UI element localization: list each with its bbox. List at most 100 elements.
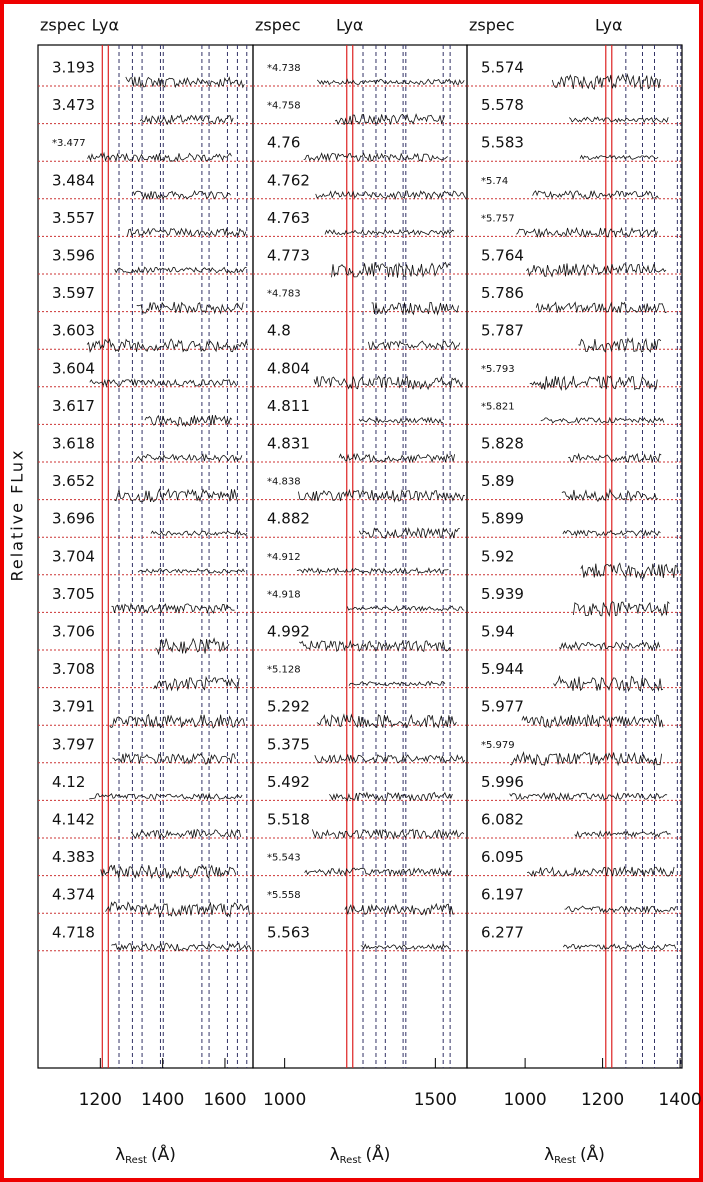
spectrum [150, 529, 248, 537]
x-tick-label: 1600 [203, 1090, 246, 1110]
spectrum [125, 76, 245, 89]
redshift-label: 3.708 [52, 660, 95, 678]
spectrum [153, 675, 240, 692]
redshift-label: 5.492 [267, 773, 310, 791]
spectrum [509, 792, 668, 801]
redshift-label: 5.977 [481, 698, 524, 716]
spectrum [558, 641, 661, 652]
redshift-label: 4.8 [267, 322, 291, 340]
redshift-label: 5.787 [481, 322, 524, 340]
spectrum [88, 792, 243, 801]
redshift-label: 3.557 [52, 209, 95, 227]
x-label-symbol: λ [330, 1145, 340, 1165]
x-label-unit: (Å) [151, 1143, 176, 1165]
x-tick-label: 1000 [263, 1090, 306, 1110]
redshift-label: 4.811 [267, 397, 310, 415]
redshift-label: 3.704 [52, 547, 95, 565]
redshift-label: 3.706 [52, 623, 95, 641]
spectrum [135, 453, 243, 463]
spectrum [316, 78, 465, 86]
spectrum [144, 414, 233, 428]
redshift-label: *5.821 [481, 401, 515, 412]
redshift-label: 5.518 [267, 811, 310, 829]
redshift-label: 5.578 [481, 96, 524, 114]
x-label-symbol: λ [544, 1145, 554, 1165]
spectrum [105, 901, 250, 919]
spectrum [573, 600, 670, 618]
spectrum [540, 416, 665, 424]
redshift-label: 3.617 [52, 397, 95, 415]
redshift-label: *5.979 [481, 740, 515, 751]
x-tick-label: 1200 [581, 1090, 624, 1110]
redshift-label: 3.791 [52, 698, 95, 716]
spectrum [155, 637, 230, 656]
spectrum [298, 488, 466, 503]
redshift-label: 5.574 [481, 59, 524, 77]
spectrum [329, 791, 453, 802]
redshift-label: *4.738 [267, 63, 301, 74]
spectrum [368, 340, 461, 351]
panel-header: zspec [255, 16, 301, 35]
redshift-label: 5.92 [481, 547, 514, 565]
spectrum [132, 189, 231, 201]
redshift-label: 6.095 [481, 848, 524, 866]
x-label-symbol: λ [115, 1145, 125, 1165]
x-label-sub: Rest [125, 1155, 147, 1166]
spectrum [89, 378, 238, 388]
spectrum [578, 337, 662, 353]
panel-frame [466, 44, 683, 1069]
spectrum [331, 261, 451, 278]
spectrum [521, 713, 664, 728]
redshift-label: 3.596 [52, 247, 95, 265]
redshift-label: *4.912 [267, 552, 301, 563]
redshift-label: 3.705 [52, 585, 95, 603]
x-axis-label: λRest (Å) [544, 1143, 605, 1166]
x-axis-label: λRest (Å) [330, 1143, 391, 1166]
redshift-label: 3.597 [52, 284, 95, 302]
spectrum [358, 527, 460, 539]
redshift-label: 3.193 [52, 59, 95, 77]
spectrum [562, 529, 661, 537]
redshift-label: *5.558 [267, 890, 301, 901]
spectrum [371, 301, 459, 316]
redshift-label: *4.838 [267, 477, 301, 488]
x-axis-label: λRest (Å) [115, 1143, 176, 1166]
redshift-label: 6.197 [481, 886, 524, 904]
redshift-label: 3.696 [52, 510, 95, 528]
spectrum [314, 753, 466, 764]
redshift-label: 4.882 [267, 510, 310, 528]
spectrum [114, 488, 238, 503]
spectrum [296, 567, 449, 575]
redshift-label: 4.142 [52, 811, 95, 829]
redshift-label: 4.12 [52, 773, 85, 791]
spectrum [299, 639, 452, 653]
redshift-label: 3.473 [52, 96, 95, 114]
redshift-label: 5.583 [481, 134, 524, 152]
x-tick-label: 1400 [658, 1090, 701, 1110]
x-tick-label: 1000 [503, 1090, 546, 1110]
spectrum [509, 750, 662, 767]
x-label-unit: (Å) [580, 1143, 605, 1165]
spectrum [348, 680, 446, 687]
redshift-label: 4.804 [267, 359, 310, 377]
redshift-label: 3.618 [52, 435, 95, 453]
x-tick-label: 1500 [414, 1090, 457, 1110]
redshift-label: *5.74 [481, 176, 508, 187]
spectrum [127, 227, 247, 237]
spectrum [568, 116, 669, 123]
redshift-label: 4.374 [52, 886, 95, 904]
x-label-sub: Rest [554, 1155, 576, 1166]
redshift-label: 3.604 [52, 359, 95, 377]
spectrum [551, 73, 661, 90]
spectrum [109, 713, 245, 729]
spectrum [86, 338, 248, 353]
spectrum [313, 375, 463, 391]
spectrum [344, 902, 455, 917]
spectrum [137, 567, 245, 574]
spectrum [316, 713, 457, 729]
spectrum [358, 416, 444, 424]
spectrum [100, 864, 237, 880]
spectrum [529, 375, 658, 391]
spectrum [139, 114, 234, 126]
